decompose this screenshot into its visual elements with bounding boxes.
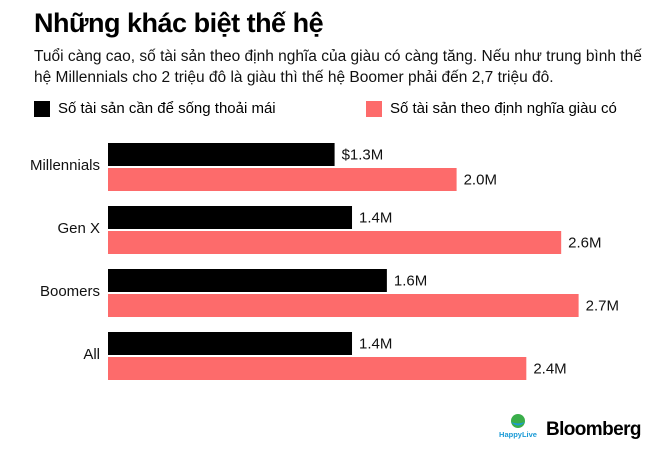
legend-swatch-comfortable <box>34 100 50 117</box>
source-logo: Bloomberg <box>546 419 641 440</box>
bar-value-label: 2.7M <box>586 298 619 315</box>
chart-subtitle: Tuổi càng cao, số tài sản theo định nghĩ… <box>34 48 642 86</box>
happylive-logo: HappyLive <box>498 412 538 442</box>
bar-value-label: 1.4M <box>359 336 392 353</box>
bar-comfortable <box>108 143 335 166</box>
bar-value-label: 1.6M <box>394 273 427 290</box>
bar-wealthy <box>108 357 527 380</box>
happylive-text: HappyLive <box>499 430 537 439</box>
legend-item-wealthy: Số tài sản theo định nghĩa giàu có <box>366 100 617 117</box>
bar-wealthy <box>108 168 457 191</box>
category-label: Gen X <box>57 220 100 237</box>
bar-comfortable <box>108 206 353 229</box>
bar-value-label: 2.6M <box>568 235 601 252</box>
bar-wealthy <box>108 231 562 254</box>
bar-value-label: $1.3M <box>342 147 384 164</box>
leaf-icon <box>511 414 525 428</box>
bar-comfortable <box>108 332 353 355</box>
category-label: Boomers <box>40 283 100 300</box>
bar-value-label: 1.4M <box>359 210 392 227</box>
bar-value-label: 2.4M <box>533 361 566 378</box>
category-label: Millennials <box>30 157 100 174</box>
bar-value-label: 2.0M <box>464 172 497 189</box>
legend-item-comfortable: Số tài sản cần để sống thoải mái <box>34 100 276 117</box>
chart-title: Những khác biệt thế hệ <box>34 8 324 38</box>
category-label: All <box>83 346 100 363</box>
legend-swatch-wealthy <box>366 100 382 117</box>
bar-wealthy <box>108 294 579 317</box>
bar-comfortable <box>108 269 387 292</box>
legend-label-wealthy: Số tài sản theo định nghĩa giàu có <box>390 100 617 117</box>
legend-label-comfortable: Số tài sản cần để sống thoải mái <box>58 100 276 117</box>
